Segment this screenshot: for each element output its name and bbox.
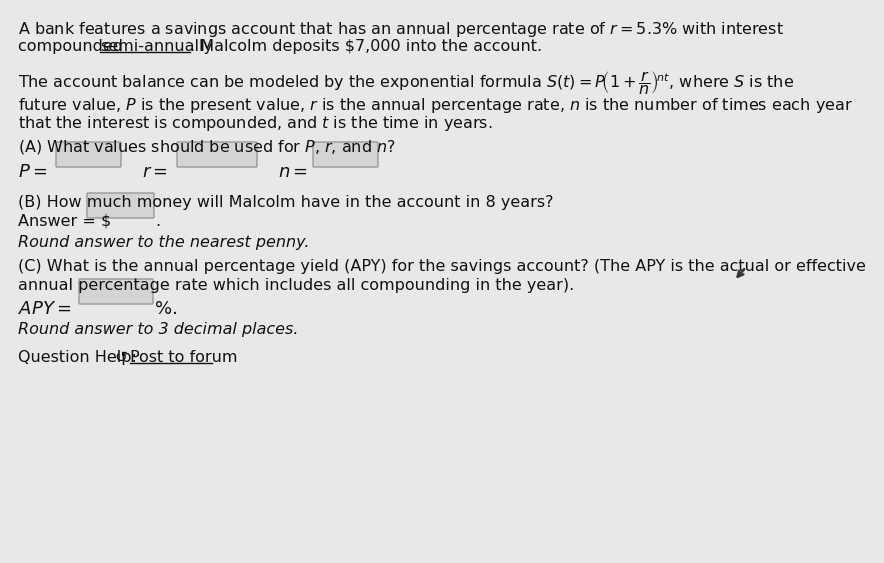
Text: that the interest is compounded, and $t$ is the time in years.: that the interest is compounded, and $t$… bbox=[18, 114, 492, 133]
Text: Round answer to the nearest penny.: Round answer to the nearest penny. bbox=[18, 235, 309, 250]
FancyBboxPatch shape bbox=[87, 193, 154, 218]
Text: semi-annually: semi-annually bbox=[100, 39, 213, 54]
Text: A bank features a savings account that has an annual percentage rate of $r = 5.3: A bank features a savings account that h… bbox=[18, 20, 784, 39]
Text: The account balance can be modeled by the exponential formula $S(t) = P\!\left(1: The account balance can be modeled by th… bbox=[18, 69, 794, 97]
FancyBboxPatch shape bbox=[177, 142, 257, 167]
FancyBboxPatch shape bbox=[313, 142, 378, 167]
Text: $r = $: $r = $ bbox=[142, 163, 168, 181]
Text: $\circlearrowleft$: $\circlearrowleft$ bbox=[112, 350, 128, 365]
Text: Answer = $: Answer = $ bbox=[18, 214, 111, 229]
Text: Question Help:: Question Help: bbox=[18, 350, 137, 365]
Text: future value, $P$ is the present value, $r$ is the annual percentage rate, $n$ i: future value, $P$ is the present value, … bbox=[18, 96, 853, 115]
Text: $n = $: $n = $ bbox=[278, 163, 308, 181]
FancyBboxPatch shape bbox=[79, 279, 153, 304]
Text: (A) What values should be used for $P$, $r$, and $n$?: (A) What values should be used for $P$, … bbox=[18, 138, 396, 156]
Text: %.: %. bbox=[155, 300, 178, 318]
Text: .: . bbox=[155, 214, 160, 229]
FancyBboxPatch shape bbox=[56, 142, 121, 167]
Text: compounded: compounded bbox=[18, 39, 128, 54]
Text: $APY = $: $APY = $ bbox=[18, 300, 72, 318]
Text: $P = $: $P = $ bbox=[18, 163, 48, 181]
Text: (C) What is the annual percentage yield (APY) for the savings account? (The APY : (C) What is the annual percentage yield … bbox=[18, 259, 865, 274]
Text: Post to forum: Post to forum bbox=[130, 350, 238, 365]
Text: Round answer to 3 decimal places.: Round answer to 3 decimal places. bbox=[18, 322, 299, 337]
Text: annual percentage rate which includes all compounding in the year).: annual percentage rate which includes al… bbox=[18, 278, 575, 293]
Text: (B) How much money will Malcolm have in the account in 8 years?: (B) How much money will Malcolm have in … bbox=[18, 195, 553, 210]
Text: . Malcolm deposits $7,000 into the account.: . Malcolm deposits $7,000 into the accou… bbox=[190, 39, 542, 54]
